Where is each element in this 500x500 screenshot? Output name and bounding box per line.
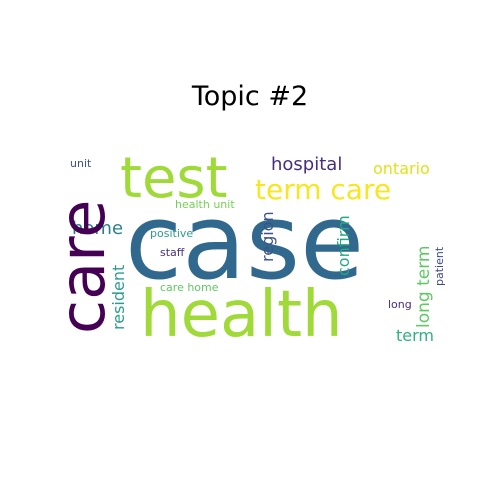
- word-long-term: long term: [414, 246, 434, 328]
- word-home: home: [72, 218, 123, 239]
- word-unit: unit: [70, 157, 92, 170]
- word-health-unit: health unit: [175, 198, 235, 211]
- word-ontario: ontario: [373, 159, 430, 178]
- word-health: health: [140, 278, 343, 352]
- word-staff: staff: [160, 246, 185, 259]
- word-patient: patient: [433, 246, 446, 286]
- word-long: long: [388, 298, 412, 311]
- word-confirm: confirm: [334, 215, 353, 276]
- word-resident: resident: [109, 265, 128, 330]
- word-care: care: [46, 200, 119, 334]
- word-term-care: term care: [255, 173, 391, 206]
- word-test: test: [120, 146, 228, 211]
- word-case: case: [125, 181, 364, 303]
- word-care-home: care home: [160, 281, 219, 294]
- word-positive: positive: [150, 227, 193, 240]
- word-region: region: [258, 211, 277, 262]
- word-term: term: [396, 326, 434, 345]
- figure-title: Topic #2: [191, 81, 309, 112]
- word-hospital: hospital: [271, 154, 342, 175]
